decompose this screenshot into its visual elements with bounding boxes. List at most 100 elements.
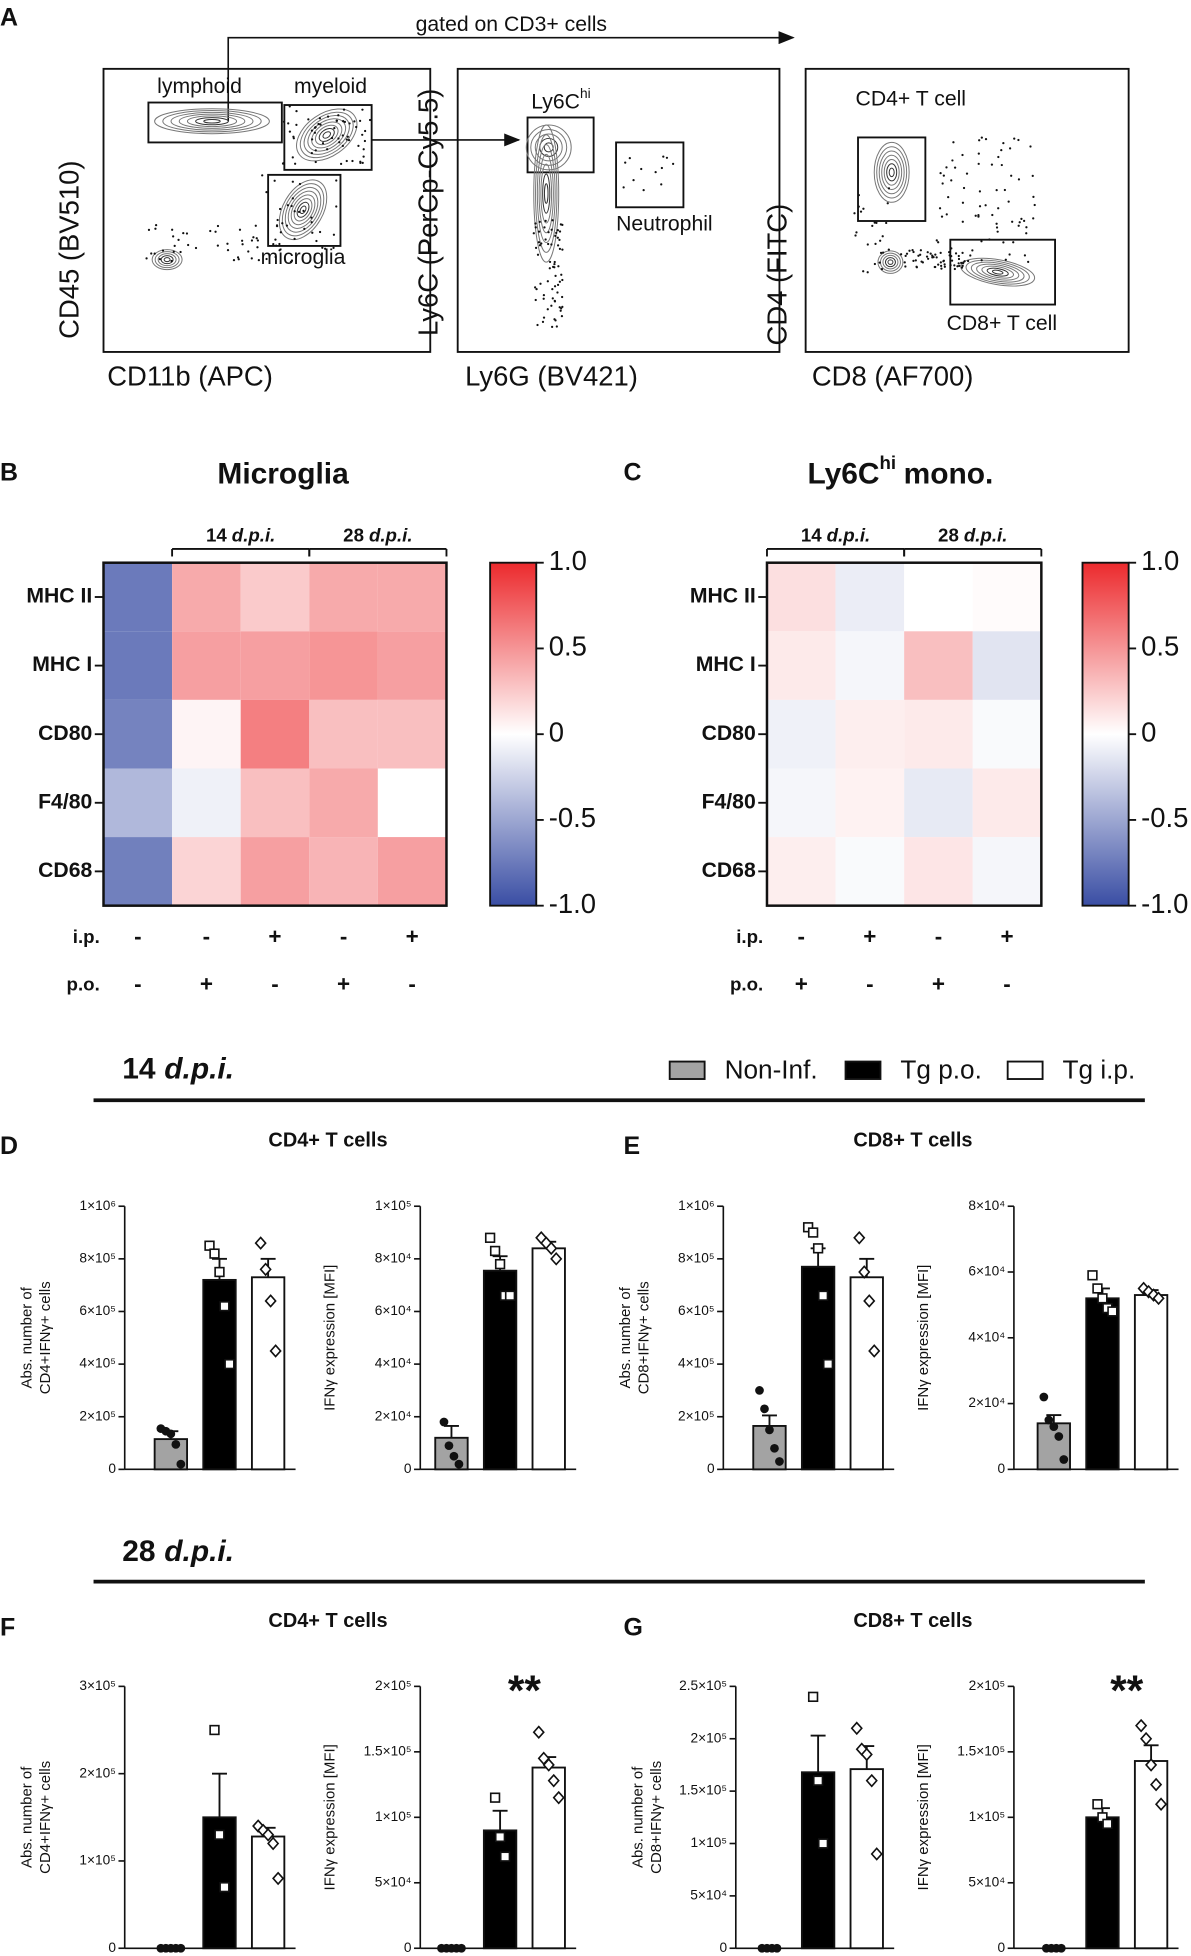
event-dot [310,221,313,224]
event-dot [293,210,296,213]
event-dot [286,204,290,207]
event-dot [341,134,344,137]
event-dot [899,253,903,256]
y-axis-label: CD4+IFNγ+ cells [37,1761,54,1874]
plot-frame [102,67,432,353]
data-point [272,1871,285,1886]
event-dot [282,162,285,165]
condition-value: + [1000,924,1013,949]
event-dot [939,261,942,264]
x-axis-label: CD8 (AF700) [812,360,974,391]
heatmap-cell [766,699,836,769]
event-dot [1023,254,1027,257]
event-dot [561,248,564,251]
event-dot [967,259,970,263]
event-dot [333,127,336,130]
event-dot [341,119,345,123]
data-point [1087,1270,1098,1281]
event-dot [310,129,314,132]
heatmap-cell [766,768,836,838]
y-tick-label: 5×10⁴ [968,1874,1005,1889]
gate-label: CD8+ T cell [947,312,1058,335]
event-dot [226,249,230,252]
event-dot [317,122,320,126]
heatmap-cell [377,699,447,769]
event-dot [960,266,964,269]
data-point [868,1344,881,1358]
chart-title: CD8+ T cells [853,1610,972,1632]
gate-label: lymphoid [157,75,242,98]
data-point [166,1429,176,1439]
event-dot [553,285,557,288]
data-point [770,1443,779,1453]
heatmap-cell [972,631,1042,700]
event-dot [551,297,554,300]
event-dot [173,244,176,247]
data-point [1056,1943,1066,1953]
event-dot [1000,149,1003,152]
event-dot [904,254,907,257]
condition-value: - [1003,971,1010,996]
event-dot [560,315,564,318]
flow-panel [102,31,1130,353]
y-tick-label: 1.5×10⁵ [957,1743,1005,1758]
heatmap-cell [904,699,973,769]
event-dot [878,261,881,264]
condition-name: p.o. [730,973,763,994]
data-point [209,1248,220,1259]
heatmap-cell [240,699,310,769]
data-point [264,1294,277,1308]
event-dot [310,152,313,155]
event-dot [965,172,969,175]
heatmap-cell [103,699,173,769]
event-dot [556,244,560,247]
data-point [1145,1758,1158,1772]
event-dot [337,114,340,117]
group-label: 28 d.p.i. [938,524,1007,545]
data-point [1154,1797,1168,1812]
event-dot [265,257,268,261]
section-unit: d.p.i. [164,1535,234,1568]
group-day: 28 [938,524,959,545]
event-dot [978,205,982,208]
event-dot [1023,219,1026,223]
event-dot [929,252,932,255]
gate [283,104,373,171]
colorbar-label: -0.5 [549,802,596,833]
event-dot [315,239,318,243]
gate-label: myeloid [294,75,367,98]
y-tick-label: 2×10⁵ [375,1678,412,1693]
event-dot [154,223,158,227]
contour [878,150,905,195]
panel-label: F [0,1614,15,1642]
title-sup: hi [880,452,897,473]
event-dot [871,224,874,228]
event-dot [919,249,922,252]
event-dot [287,122,290,125]
event-dot [324,247,327,250]
event-dot [560,295,564,299]
condition-value: - [408,971,415,996]
contour [525,124,572,171]
event-dot [273,179,276,182]
data-point [499,1851,511,1862]
contour [882,254,899,270]
event-dot [550,228,553,231]
event-dot [969,254,972,257]
event-dot [961,201,965,204]
event-dot [538,244,542,247]
event-dot [539,282,542,285]
heatmap-cell [972,699,1042,769]
event-dot [546,308,549,311]
event-dot [294,162,297,165]
data-point [219,1301,230,1312]
event-dot [346,135,349,138]
event-dot [293,237,296,240]
bar [849,1276,884,1471]
event-dot [887,187,891,190]
event-dot [939,251,942,255]
event-dot [977,152,980,155]
event-dot [561,278,564,282]
event-dot [866,243,869,246]
condition-value: + [268,924,281,949]
